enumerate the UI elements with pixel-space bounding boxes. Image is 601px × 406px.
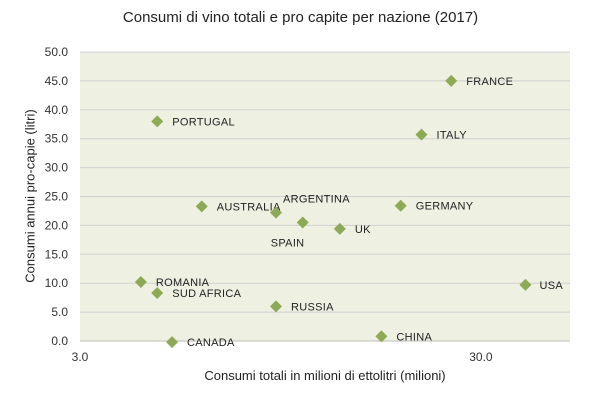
data-point <box>394 199 407 212</box>
data-point <box>415 128 428 141</box>
y-tick-label: 25.0 <box>45 190 69 204</box>
data-label: GERMANY <box>416 201 474 213</box>
x-tick-label: 3.0 <box>72 350 89 364</box>
data-label: SUD AFRICA <box>172 288 241 300</box>
y-axis-label: Consumi annui pro-capie (litri) <box>22 109 38 283</box>
chart-title: Consumi di vino totali e pro capite per … <box>122 9 479 26</box>
data-point <box>519 278 532 291</box>
x-tick-label: 30.0 <box>469 350 493 364</box>
data-point <box>151 115 164 128</box>
y-tick-label: 15.0 <box>45 247 69 261</box>
data-label: RUSSIA <box>291 301 334 313</box>
data-point <box>134 276 147 289</box>
data-label: ARGENTINA <box>283 194 350 206</box>
y-tick-label: 20.0 <box>45 218 69 232</box>
y-tick-label: 30.0 <box>45 161 69 175</box>
data-label: SPAIN <box>271 238 305 250</box>
data-point <box>151 287 164 300</box>
data-point <box>195 200 208 213</box>
data-point <box>296 216 309 229</box>
y-tick-label: 40.0 <box>45 103 69 117</box>
y-tick-label: 10.0 <box>45 276 69 290</box>
data-point <box>270 300 282 313</box>
data-label: UK <box>355 224 371 236</box>
y-tick-label: 0.0 <box>51 334 68 348</box>
data-label: PORTUGAL <box>172 116 235 128</box>
data-label: FRANCE <box>466 76 513 88</box>
data-label: ITALY <box>437 130 468 142</box>
y-tick-label: 35.0 <box>45 132 69 146</box>
data-label: AUSTRALIA <box>217 201 281 213</box>
data-point <box>270 206 282 219</box>
data-point <box>445 74 458 87</box>
data-point <box>375 330 388 343</box>
data-label: ROMANIA <box>156 277 210 289</box>
data-point <box>333 222 346 235</box>
y-tick-label: 5.0 <box>51 305 68 319</box>
data-label: USA <box>539 280 563 292</box>
data-label: CHINA <box>396 331 432 343</box>
data-label: CANADA <box>187 337 235 349</box>
data-point <box>166 336 179 349</box>
y-tick-label: 45.0 <box>45 74 69 88</box>
x-axis-label: Consumi totali in milioni di ettolitri (… <box>204 368 446 383</box>
y-tick-label: 50.0 <box>45 45 69 59</box>
